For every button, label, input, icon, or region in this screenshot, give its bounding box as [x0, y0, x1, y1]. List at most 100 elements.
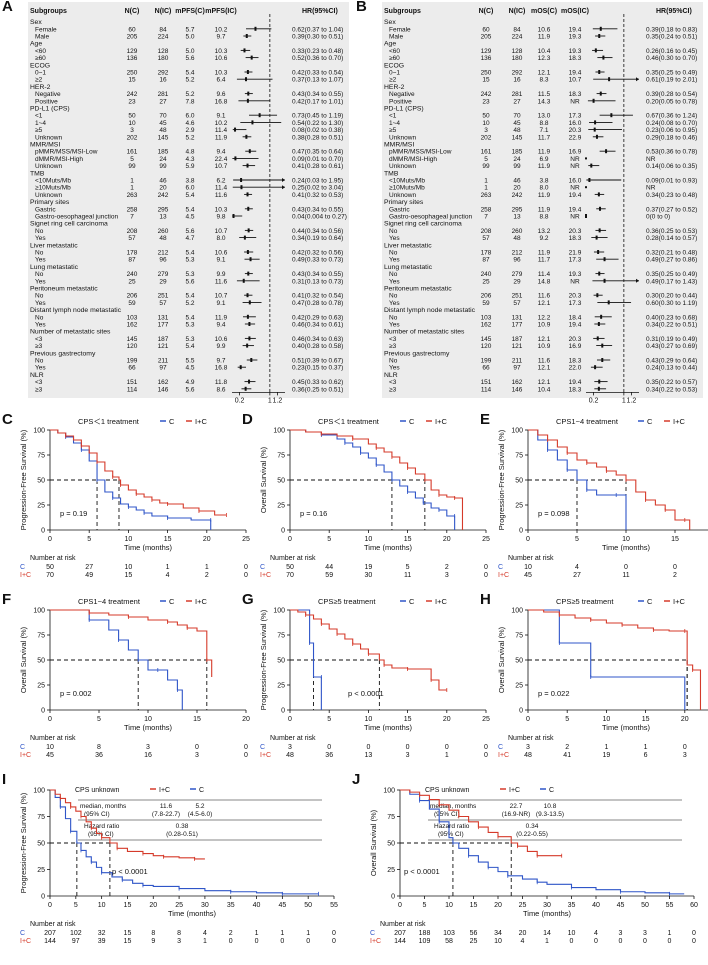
median-c-value: 12.1: [538, 365, 551, 372]
subgroup-header: MMR/MSI: [30, 142, 60, 149]
risk-count: 11: [622, 572, 629, 579]
p-value: p < 0.0001: [112, 867, 148, 876]
hr-value: 0.54(0.22 to 1.30): [292, 120, 343, 127]
median-ic-value: 19.4: [569, 206, 582, 213]
legend-entry: C: [199, 787, 204, 794]
median-ic-value: 18.3: [569, 358, 582, 365]
median-ic-value: 21.9: [569, 250, 582, 257]
risk-count: 34: [494, 930, 502, 937]
x-tick-label: 50: [304, 902, 312, 909]
median-ic-value: 11.6: [215, 278, 228, 285]
panel-label: B: [356, 0, 367, 15]
hr-value: 0.53(0.36 to 0.78): [646, 149, 697, 156]
y-tick-label: 75: [387, 814, 395, 821]
median-ic-value: 18.3: [569, 386, 582, 393]
hr-value: 0.28(0.14 to 0.57): [646, 235, 697, 242]
risk-row-label: I+C: [260, 752, 271, 759]
median-c-value: 4.9: [185, 379, 194, 386]
risk-count: 0: [366, 744, 370, 751]
subgroup-label: Unknown: [389, 192, 416, 199]
x-tick-label: 10: [365, 536, 373, 543]
n-c-value: 15: [482, 77, 490, 84]
median-ic-value: 20.3: [569, 228, 582, 235]
median-c-value: 5.3: [185, 336, 194, 343]
median-ic-value: 10.7: [215, 293, 228, 300]
median-ic-value: 19.4: [569, 70, 582, 77]
hr-value: 0.61(0.19 to 2.01): [646, 77, 697, 84]
risk-count: 3: [146, 744, 150, 751]
subgroup-label: Gastro-oesophageal junction: [389, 214, 472, 221]
n-c-value: 59: [128, 300, 136, 307]
median-ic-value: 9.4: [216, 149, 225, 156]
hr-point: [246, 314, 249, 319]
x-tick-label: 45: [617, 902, 625, 909]
survival-curve-C: [290, 429, 456, 530]
risk-count: 3: [195, 752, 199, 759]
risk-count: 56: [470, 930, 478, 937]
n-ic-value: 295: [158, 206, 169, 213]
n-ic-value: 251: [158, 293, 169, 300]
subgroup-label: Yes: [35, 322, 46, 329]
risk-count: 15: [125, 572, 133, 579]
n-c-value: 242: [127, 91, 138, 98]
y-tick-label: 75: [37, 633, 45, 640]
subgroup-label: Yes: [35, 257, 46, 264]
risk-count: 0: [280, 938, 284, 945]
n-c-value: 57: [482, 235, 490, 242]
n-c-value: 103: [127, 314, 138, 321]
risk-count: 10: [524, 564, 532, 571]
median-c-value: 11.9: [538, 192, 551, 199]
n-ic-value: 260: [512, 228, 523, 235]
n-c-value: 205: [127, 34, 138, 41]
n-c-value: 23: [482, 98, 490, 105]
x-tick-label: 20: [494, 902, 502, 909]
risk-count: 0: [692, 938, 696, 945]
hazard-ratio-ci: (0.28-0.51): [166, 831, 198, 838]
n-c-value: 87: [482, 257, 490, 264]
median-c-value: 2.9: [185, 127, 194, 134]
hr-value: 0.23(0.06 to 0.95): [646, 127, 697, 134]
hr-value: 0.24(0.08 to 0.70): [646, 120, 697, 127]
subgroup-label: <3: [389, 379, 397, 386]
forest-background: [382, 2, 703, 398]
x-tick-label: 15: [671, 536, 679, 543]
median-ic-value: 10.6: [215, 55, 228, 62]
y-tick-label: 25: [277, 683, 285, 690]
hr-value: 0.60(0.30 to 1.19): [646, 300, 697, 307]
survival-curve-I+C: [50, 789, 205, 860]
subgroup-header: Number of metastatic sites: [384, 329, 465, 336]
x-tick-label: 15: [642, 716, 650, 723]
n-c-value: 161: [127, 149, 138, 156]
y-tick-label: 25: [37, 867, 45, 874]
median-ic-value: 16.0: [569, 178, 582, 185]
n-ic-value: 48: [159, 235, 167, 242]
hr-value: 0.36(0.25 to 0.53): [646, 228, 697, 235]
survival-curve-I+C: [528, 429, 691, 530]
survival-curve-I+C: [290, 609, 447, 691]
legend-entry: C: [647, 597, 653, 606]
n-c-value: 50: [482, 113, 490, 120]
n-ic-value: 57: [513, 300, 521, 307]
hr-point: [246, 343, 249, 348]
x-tick-label: 10: [603, 716, 611, 723]
forest-header-nic: N(IC): [155, 8, 172, 15]
survival-curve-I+C: [290, 429, 464, 530]
n-ic-value: 57: [159, 300, 167, 307]
subgroup-header: ECOG: [30, 62, 50, 69]
subgroup-label: <3: [35, 336, 43, 343]
hr-point: [234, 127, 237, 132]
n-c-value: 114: [127, 386, 138, 393]
hr-point: [597, 250, 600, 254]
legend-entry: I+C: [435, 417, 447, 426]
n-c-value: 1: [484, 178, 488, 185]
panel-label: A: [2, 0, 13, 15]
n-ic-value: 224: [512, 34, 523, 41]
hr-point: [593, 127, 596, 132]
risk-row-label: C: [20, 930, 25, 937]
median-c-value: 5.5: [185, 358, 194, 365]
y-tick-label: 25: [387, 867, 395, 874]
subgroup-label: Gastric: [389, 206, 410, 213]
risk-count: 19: [365, 564, 373, 571]
median-ic-value: NR: [570, 278, 580, 285]
table-hr-label: (95% CI): [438, 831, 464, 838]
